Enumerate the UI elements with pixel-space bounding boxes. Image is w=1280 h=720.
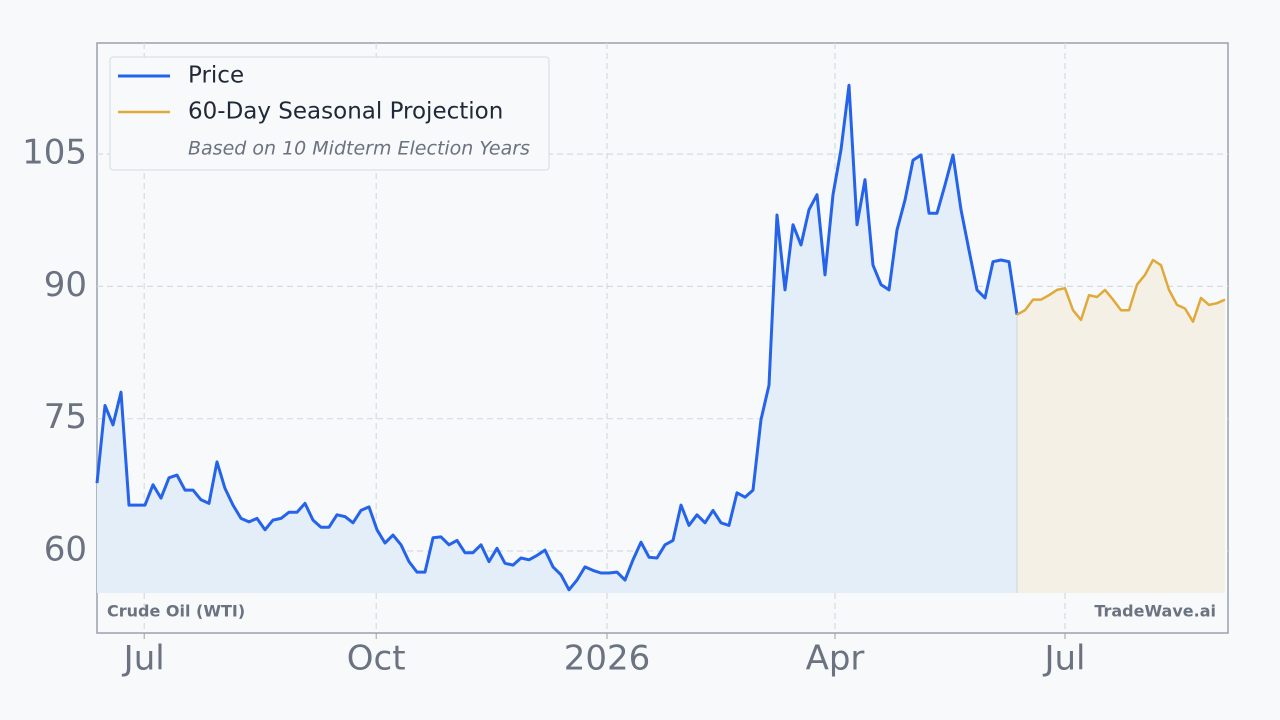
legend-note: Based on 10 Midterm Election Years — [188, 138, 530, 160]
x-tick-label: Jul — [1042, 639, 1085, 679]
x-tick-label: 2026 — [564, 639, 651, 679]
y-tick-label: 105 — [22, 133, 87, 173]
areas — [97, 85, 1225, 594]
y-tick-label: 90 — [44, 265, 87, 305]
footer-left: Crude Oil (WTI) — [107, 602, 245, 621]
legend-label: Price — [188, 63, 244, 89]
area — [1017, 260, 1225, 593]
line — [1016, 258, 1226, 323]
legend-label: 60-Day Seasonal Projection — [188, 99, 503, 125]
line — [95, 83, 1019, 592]
legend: Price 60-Day Seasonal Projection Based on … — [109, 56, 550, 171]
y-tick-label: 75 — [44, 397, 87, 437]
area — [97, 85, 1017, 594]
x-tick-label: Apr — [806, 639, 865, 679]
y-tick-label: 60 — [44, 529, 87, 569]
axes: 60 75 90 105 Jul Oct 2026 Apr Jul — [22, 133, 1085, 679]
lines — [95, 83, 1226, 592]
legend-box — [109, 56, 550, 171]
x-tick-label: Oct — [347, 639, 406, 679]
footer-right: TradeWave.ai — [1094, 602, 1216, 621]
x-tick-label: Jul — [122, 639, 165, 679]
